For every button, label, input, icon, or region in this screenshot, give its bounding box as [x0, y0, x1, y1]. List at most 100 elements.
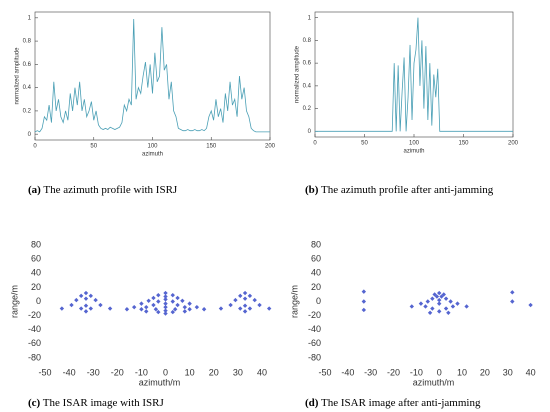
- caption-label: (a): [28, 184, 41, 196]
- scatter-point: [78, 306, 84, 311]
- y-tick-label: 0.2: [303, 106, 312, 112]
- caption-label: (c): [28, 397, 41, 409]
- scatter-point: [448, 299, 453, 304]
- x-tick-label: -50: [318, 367, 331, 377]
- y-tick-label: 0.8: [23, 39, 32, 45]
- plot-frame: [34, 11, 271, 141]
- scatter-point: [446, 310, 451, 315]
- scatter-point: [175, 295, 180, 301]
- y-tick-label: 0: [308, 129, 312, 135]
- scatter-point: [83, 290, 89, 296]
- x-tick-label: 10: [185, 367, 195, 377]
- scatter-point: [443, 306, 449, 311]
- y-tick-label: -40: [308, 324, 321, 334]
- scatter-point: [131, 304, 137, 310]
- scatter-point: [163, 301, 168, 306]
- scatter-point: [170, 309, 175, 315]
- x-tick-label: 0: [163, 367, 168, 377]
- y-tick-label: 60: [311, 254, 321, 264]
- scatter-point: [427, 310, 433, 315]
- x-tick-label: -10: [410, 367, 423, 377]
- x-tick-label: 150: [458, 141, 469, 147]
- y-tick-label: -20: [28, 310, 41, 320]
- scatter-point: [247, 293, 253, 299]
- scatter-point: [156, 299, 161, 304]
- scatter-point: [361, 289, 367, 294]
- scatter-point: [437, 309, 442, 314]
- scatter-point: [242, 296, 248, 301]
- scatter-point: [69, 302, 74, 308]
- y-tick-label: 1: [308, 15, 312, 21]
- y-tick-label: 0.2: [23, 108, 32, 114]
- scatter-point: [78, 293, 84, 299]
- x-axis-label: azimuth/m: [139, 377, 181, 387]
- x-tick-label: 20: [209, 367, 219, 377]
- scatter-point: [98, 302, 103, 308]
- scatter-point: [242, 309, 248, 314]
- scatter-point: [361, 299, 367, 304]
- scatter-point: [257, 302, 262, 308]
- scatter-point: [437, 297, 442, 303]
- scatter-point: [238, 306, 243, 311]
- scatter-point: [450, 304, 456, 309]
- scatter-point: [228, 302, 233, 308]
- y-tick-label: 40: [31, 268, 41, 278]
- x-tick-label: -30: [87, 367, 100, 377]
- scatter-point: [83, 309, 89, 314]
- x-tick-label: -40: [341, 367, 354, 377]
- scatter-point: [242, 290, 248, 296]
- scatter-point: [156, 309, 161, 315]
- scatter-point: [409, 304, 414, 309]
- y-axis-label: normalized amplitude: [15, 47, 21, 105]
- caption-text: The azimuth profile with ISRJ: [43, 184, 178, 196]
- scatter-point: [182, 309, 188, 314]
- scatter-point: [187, 307, 192, 312]
- x-tick-label: -30: [364, 367, 377, 377]
- scatter-point: [187, 301, 192, 306]
- scatter-point: [59, 306, 65, 311]
- y-tick-label: 40: [311, 268, 321, 278]
- y-tick-label: -80: [308, 352, 321, 362]
- scatter-point: [88, 293, 93, 299]
- scatter-point: [425, 299, 430, 304]
- profile-line: [315, 17, 513, 132]
- scatter-point: [151, 302, 156, 308]
- x-tick-label: 40: [257, 367, 267, 377]
- x-tick-label: 100: [409, 141, 420, 147]
- x-axis-label: azimuth/m: [413, 377, 455, 387]
- x-tick-label: 30: [503, 367, 513, 377]
- caption: (c) The ISAR image with ISRJ: [28, 397, 164, 409]
- scatter-point: [144, 304, 149, 310]
- scatter-point: [151, 295, 156, 301]
- scatter-point: [144, 309, 149, 314]
- y-tick-label: 0.8: [303, 38, 312, 44]
- scatter-point: [153, 307, 159, 312]
- scatter-point: [170, 299, 175, 304]
- scatter-point: [423, 304, 428, 309]
- y-axis-label: normalized amplitude: [295, 45, 301, 103]
- caption: (b) The azimuth profile after anti-jammi…: [305, 184, 494, 196]
- scatter-point: [124, 307, 130, 312]
- x-axis-label: azimuth: [142, 152, 163, 158]
- scatter-point: [146, 298, 151, 303]
- y-tick-label: -80: [28, 352, 41, 362]
- scatter-point: [172, 307, 178, 312]
- scatter-point: [163, 297, 168, 302]
- y-tick-label: 60: [31, 254, 41, 264]
- scatter-point: [194, 304, 200, 310]
- scatter-point: [180, 298, 185, 303]
- scatter-point: [441, 292, 446, 297]
- x-tick-label: 200: [265, 144, 276, 150]
- scatter-point: [182, 304, 188, 310]
- caption-text: The azimuth profile after anti-jamming: [321, 184, 494, 196]
- scatter-point: [434, 294, 440, 299]
- x-tick-label: -50: [38, 367, 51, 377]
- x-tick-label: 50: [90, 144, 97, 150]
- caption: (d) The ISAR image after anti-jamming: [305, 397, 481, 409]
- scatter-point: [464, 304, 469, 309]
- y-tick-label: 0.6: [303, 61, 312, 67]
- x-tick-label: -40: [63, 367, 76, 377]
- y-tick-label: 1: [28, 15, 32, 21]
- scatter-point: [233, 297, 238, 303]
